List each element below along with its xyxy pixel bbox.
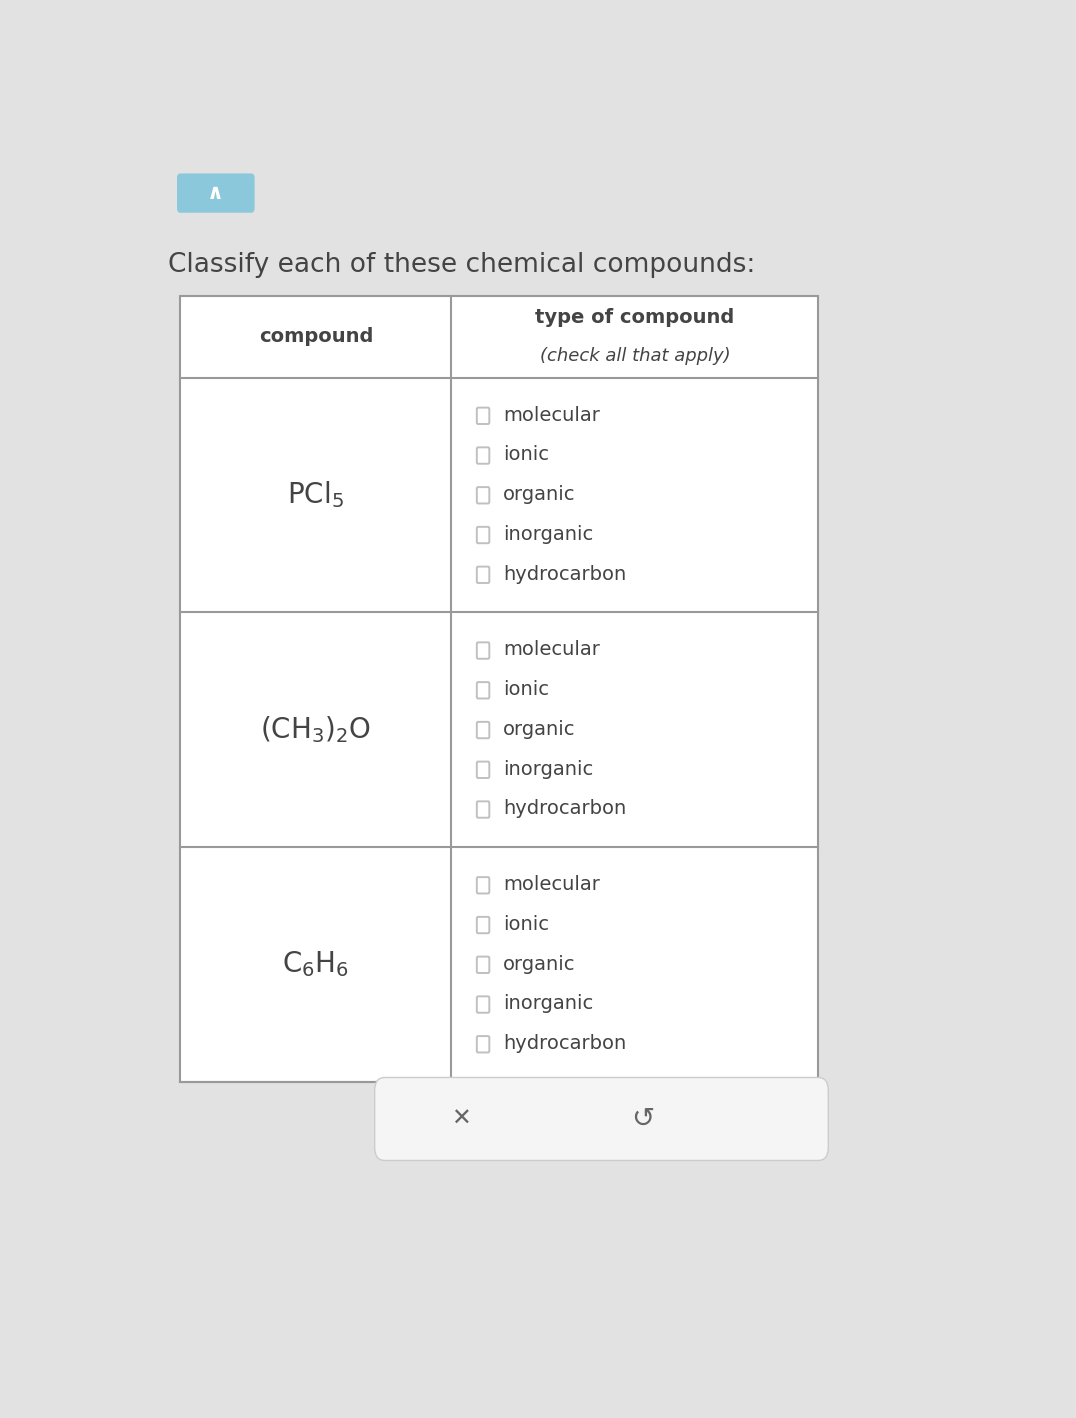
Text: molecular: molecular bbox=[504, 875, 600, 895]
Text: inorganic: inorganic bbox=[504, 525, 593, 545]
Text: organic: organic bbox=[504, 720, 576, 739]
FancyBboxPatch shape bbox=[477, 642, 490, 659]
Text: ∧: ∧ bbox=[208, 183, 224, 203]
FancyBboxPatch shape bbox=[477, 997, 490, 1012]
FancyBboxPatch shape bbox=[477, 488, 490, 503]
Text: type of compound: type of compound bbox=[535, 308, 735, 326]
FancyBboxPatch shape bbox=[477, 527, 490, 543]
Text: (check all that apply): (check all that apply) bbox=[539, 347, 731, 366]
Text: $\mathrm{PCl}_{5}$: $\mathrm{PCl}_{5}$ bbox=[287, 479, 344, 510]
FancyBboxPatch shape bbox=[477, 957, 490, 973]
Text: ✕: ✕ bbox=[451, 1107, 470, 1132]
Text: $(\mathrm{CH}_{3})_{2}\mathrm{O}$: $(\mathrm{CH}_{3})_{2}\mathrm{O}$ bbox=[260, 715, 371, 744]
Bar bbox=[181, 296, 818, 1082]
FancyBboxPatch shape bbox=[477, 447, 490, 464]
Text: $\mathrm{C}_{6}\mathrm{H}_{6}$: $\mathrm{C}_{6}\mathrm{H}_{6}$ bbox=[282, 950, 350, 980]
Text: hydrocarbon: hydrocarbon bbox=[504, 564, 626, 584]
FancyBboxPatch shape bbox=[178, 173, 255, 213]
FancyBboxPatch shape bbox=[374, 1078, 829, 1160]
Text: inorganic: inorganic bbox=[504, 760, 593, 778]
FancyBboxPatch shape bbox=[477, 878, 490, 893]
Text: Classify each of these chemical compounds:: Classify each of these chemical compound… bbox=[168, 252, 755, 278]
Text: ionic: ionic bbox=[504, 915, 549, 934]
Text: molecular: molecular bbox=[504, 406, 600, 424]
Text: ↺: ↺ bbox=[631, 1105, 654, 1133]
Text: compound: compound bbox=[258, 328, 373, 346]
FancyBboxPatch shape bbox=[477, 801, 490, 818]
FancyBboxPatch shape bbox=[477, 722, 490, 739]
Text: ionic: ionic bbox=[504, 681, 549, 699]
FancyBboxPatch shape bbox=[477, 567, 490, 583]
Text: organic: organic bbox=[504, 485, 576, 505]
FancyBboxPatch shape bbox=[477, 761, 490, 778]
FancyBboxPatch shape bbox=[477, 1037, 490, 1052]
FancyBboxPatch shape bbox=[477, 682, 490, 699]
FancyBboxPatch shape bbox=[477, 917, 490, 933]
Text: molecular: molecular bbox=[504, 641, 600, 659]
Text: hydrocarbon: hydrocarbon bbox=[504, 800, 626, 818]
Text: ionic: ionic bbox=[504, 445, 549, 465]
Text: organic: organic bbox=[504, 954, 576, 974]
Text: hydrocarbon: hydrocarbon bbox=[504, 1034, 626, 1054]
Text: inorganic: inorganic bbox=[504, 994, 593, 1014]
FancyBboxPatch shape bbox=[477, 407, 490, 424]
